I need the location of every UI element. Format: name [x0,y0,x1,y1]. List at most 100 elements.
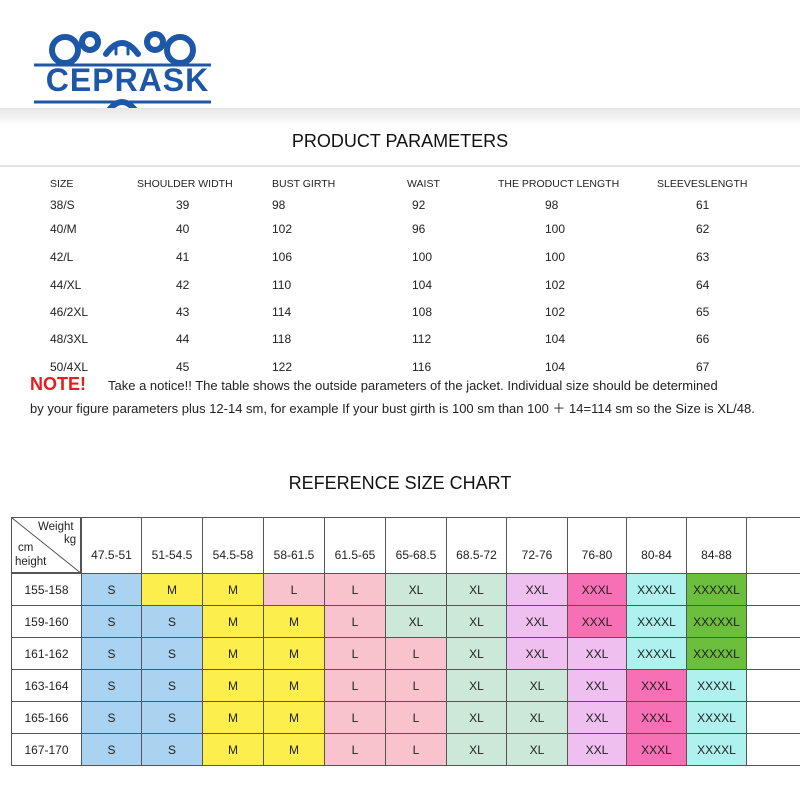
size-cell: XXL [567,701,627,734]
size-cell: M [202,605,264,638]
size-cell: L [324,701,386,734]
size-cell: XL [446,701,507,734]
param-value-cell: 102 [272,222,293,236]
size-cell: S [81,637,142,670]
param-value-cell: 45 [176,360,190,374]
size-cell: M [263,605,325,638]
title-divider [0,165,800,167]
size-cell: L [324,605,386,638]
height-label-cell: 167-170 [11,733,82,766]
size-cell: XXL [506,605,568,638]
param-header: SIZE [50,178,74,190]
size-cell: XXL [567,669,627,702]
size-cell: XXXXXL [686,605,747,638]
param-header: SHOULDER WIDTH [137,178,233,190]
corner-height-label: height [15,556,47,568]
param-value-cell: 102 [545,278,566,292]
note-text-line-1: Take a notice!! The table shows the outs… [108,378,718,393]
size-cell: M [141,573,203,606]
param-value-cell: 104 [412,278,433,292]
size-cell: XL [506,669,568,702]
param-value-cell: 98 [545,198,559,212]
param-value-cell: 104 [545,332,566,346]
size-cell: L [385,701,447,734]
param-value-cell: 122 [272,360,293,374]
size-cell: XL [446,605,507,638]
header-band [0,108,800,126]
size-cell: M [263,637,325,670]
size-cell: S [141,637,203,670]
size-cell: XL [385,573,447,606]
empty-cell [746,701,800,734]
size-cell: XXXXXL [686,573,747,606]
chart-corner-cell: Weight kg cm height [11,517,82,574]
empty-cell [746,605,800,638]
param-value-cell: 100 [545,250,566,264]
param-value-cell: 63 [696,250,710,264]
weight-header-cell: 72-76 [506,517,568,574]
corner-weight-label: Weight [38,521,74,533]
size-cell: S [81,701,142,734]
weight-header-cell: 47.5-51 [81,517,142,574]
param-value-cell: 65 [696,305,710,319]
size-cell: XXL [506,637,568,670]
size-cell: XXXL [567,605,627,638]
param-value-cell: 110 [272,278,292,292]
size-cell: L [324,573,386,606]
size-cell: S [141,669,203,702]
param-value-cell: 92 [412,198,426,212]
param-size-cell: 40/M [50,222,77,236]
weight-header-cell: 84-88 [686,517,747,574]
param-value-cell: 61 [696,198,710,212]
logo-mark-icon [34,31,211,117]
size-cell: S [141,605,203,638]
size-cell: XL [446,669,507,702]
size-cell: XL [446,637,507,670]
param-value-cell: 106 [272,250,293,264]
param-header: BUST GIRTH [272,178,336,190]
size-cell: M [202,669,264,702]
size-cell: XXXL [626,733,687,766]
param-value-cell: 40 [176,222,190,236]
corner-cm-label: cm [18,542,34,554]
weight-header-cell: 65-68.5 [385,517,447,574]
size-cell: S [141,733,203,766]
size-cell: XXL [567,637,627,670]
param-size-cell: 44/XL [50,278,82,292]
param-size-cell: 42/L [50,250,74,264]
weight-header-cell: 76-80 [567,517,627,574]
param-header: WAIST [407,178,440,190]
size-cell: XXL [506,573,568,606]
weight-header-cell: 80-84 [626,517,687,574]
param-value-cell: 64 [696,278,710,292]
param-value-cell: 39 [176,198,190,212]
brand-name: CEPRASK [45,62,210,98]
height-label-cell: 165-166 [11,701,82,734]
param-value-cell: 43 [176,305,190,319]
size-cell: XL [506,701,568,734]
size-cell: S [81,573,142,606]
size-cell: XL [446,733,507,766]
size-cell: M [202,573,264,606]
empty-cell [746,573,800,606]
param-value-cell: 41 [176,250,190,264]
size-cell: XXXL [626,669,687,702]
size-cell: M [202,637,264,670]
size-cell: M [263,733,325,766]
size-cell: S [81,605,142,638]
size-cell: S [141,701,203,734]
size-cell: L [324,669,386,702]
weight-header-cell: 68.5-72 [446,517,507,574]
param-value-cell: 67 [696,360,710,374]
param-value-cell: 100 [545,222,566,236]
weight-header-cell: 54.5-58 [202,517,264,574]
size-cell: L [385,733,447,766]
height-label-cell: 163-164 [11,669,82,702]
size-cell: XXXXL [626,573,687,606]
empty-cell [746,637,800,670]
param-value-cell: 66 [696,332,710,346]
size-cell: XL [506,733,568,766]
size-cell: XL [446,573,507,606]
size-cell: L [324,637,386,670]
size-cell: XXXXL [686,701,747,734]
